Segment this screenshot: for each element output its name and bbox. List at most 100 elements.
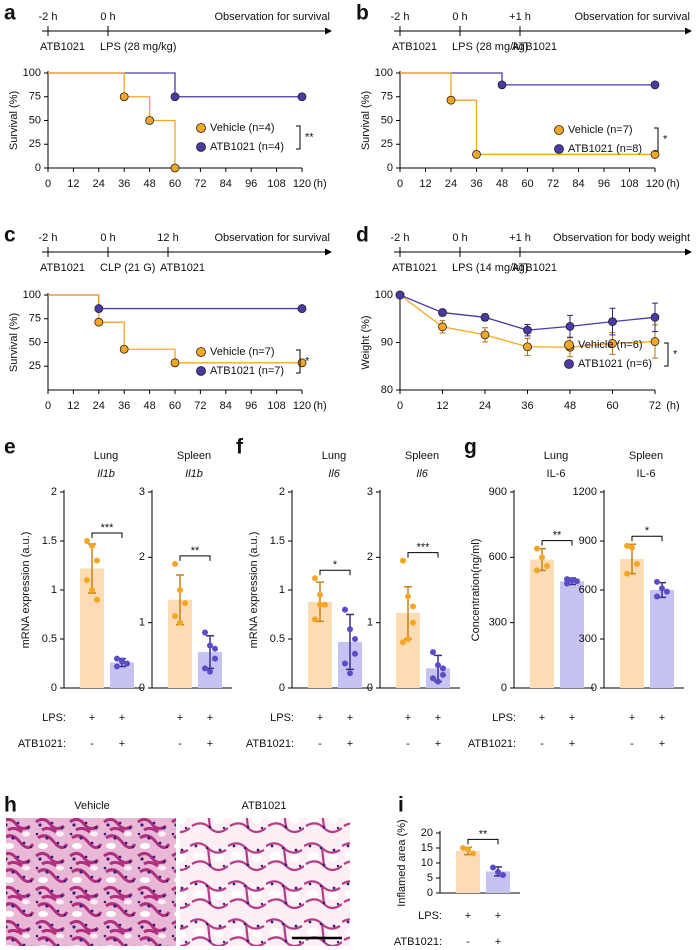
timeline-time: -2 h: [39, 232, 58, 244]
y-tick-label: 2: [279, 486, 285, 498]
subpanel-title: Spleen: [405, 450, 439, 462]
timeline-event: ATB1021: [392, 41, 437, 53]
significance-bracket: [664, 342, 669, 367]
data-point: [94, 596, 100, 603]
x-tick-label: 12: [67, 178, 79, 190]
data-point: [410, 619, 416, 626]
data-point: [564, 580, 570, 587]
y-axis-label: Survival (%): [360, 91, 372, 150]
timeline-note: Observation for survival: [214, 232, 330, 244]
y-tick-label: 100: [375, 289, 393, 301]
y-tick-label: 0: [139, 682, 145, 694]
data-point: [664, 588, 670, 595]
legend-label: ATB1021 (n=6): [578, 358, 652, 370]
survival-step: [48, 72, 176, 97]
survival-point: [446, 95, 456, 105]
data-point: [564, 576, 570, 583]
y-tick-label: 50: [29, 114, 41, 126]
histology-image: [6, 818, 176, 946]
condition-value: -: [466, 936, 470, 948]
bar: [620, 558, 644, 688]
data-point: [440, 671, 446, 678]
panel-letter: e: [4, 436, 16, 459]
condition-value: +: [347, 738, 353, 750]
data-point: [172, 613, 178, 620]
panel-letter: i: [398, 794, 404, 817]
survival-step: [98, 321, 125, 350]
x-tick-label: 48: [143, 178, 155, 190]
y-tick-label: 75: [381, 91, 393, 103]
panel-letter: d: [356, 224, 369, 247]
x-tick-label: 0: [45, 178, 51, 190]
x-tick-label: 12: [67, 400, 79, 412]
data-point: [342, 606, 348, 613]
data-point: [539, 554, 545, 561]
data-point: [400, 557, 406, 564]
survival-point: [650, 150, 660, 159]
x-axis-label: (h): [666, 400, 679, 412]
condition-label: LPS:: [42, 712, 66, 724]
condition-label: LPS:: [492, 712, 516, 724]
significance-bracket: [654, 127, 659, 152]
data-point: [89, 542, 95, 549]
survival-point: [145, 116, 155, 125]
survival-point: [472, 150, 481, 159]
data-point: [84, 538, 90, 544]
significance-label: *: [663, 133, 668, 145]
significance-label: *: [673, 348, 678, 360]
timeline-arrow: [325, 27, 332, 35]
point: [650, 337, 660, 346]
data-point: [202, 629, 208, 636]
gene-label: Il1b: [185, 468, 203, 480]
y-tick-label: 1.5: [42, 535, 57, 547]
legend-label: Vehicle (n=4): [210, 122, 275, 134]
legend-label: Vehicle (n=7): [568, 124, 633, 136]
y-tick-label: 25: [29, 360, 41, 372]
timeline-event: ATB1021: [160, 262, 205, 274]
y-tick-label: 300: [579, 633, 597, 645]
y-tick-label: 1: [367, 617, 373, 629]
y-tick-label: 1: [51, 584, 57, 596]
survival-step: [124, 96, 151, 121]
x-tick-label: 24: [479, 400, 491, 412]
significance-bracket: [296, 125, 301, 150]
condition-value: +: [435, 712, 441, 724]
bar: [456, 851, 480, 893]
data-point: [659, 585, 665, 592]
point: [480, 330, 490, 340]
data-point: [465, 846, 471, 853]
y-tick-label: 10: [421, 857, 433, 869]
legend-label: ATB1021 (n=4): [210, 141, 284, 153]
condition-value: +: [119, 738, 125, 750]
timeline-time: +1 h: [509, 11, 531, 23]
y-tick-label: 0: [35, 162, 41, 174]
bar: [650, 590, 674, 688]
y-tick-label: 100: [23, 67, 41, 79]
y-tick-label: 0: [367, 682, 373, 694]
significance-bracket: [467, 838, 499, 845]
x-tick-label: 36: [521, 400, 533, 412]
data-point: [172, 560, 178, 567]
significance-label: **: [305, 131, 314, 143]
bar: [560, 581, 584, 688]
condition-value: -: [318, 738, 322, 750]
survival-step: [48, 294, 100, 323]
y-axis-label: mRNA expression (a.u.): [20, 532, 32, 649]
y-tick-label: 90: [381, 336, 393, 348]
y-tick-label: 25: [29, 138, 41, 150]
condition-value: +: [495, 936, 501, 948]
timeline-event: ATB1021: [512, 41, 557, 53]
y-tick-label: 50: [381, 114, 393, 126]
survival-point: [119, 344, 129, 354]
survival-step: [451, 99, 478, 155]
panel-letter: b: [356, 2, 369, 25]
survival-step: [124, 348, 176, 363]
x-tick-label: 36: [118, 400, 130, 412]
y-tick-label: 100: [23, 289, 41, 301]
data-point: [405, 636, 411, 642]
x-tick-label: 48: [143, 400, 155, 412]
timeline-arrow: [685, 248, 692, 256]
data-point: [490, 864, 496, 871]
timeline-event: ATB1021: [40, 41, 85, 53]
x-tick-label: 72: [547, 178, 559, 190]
